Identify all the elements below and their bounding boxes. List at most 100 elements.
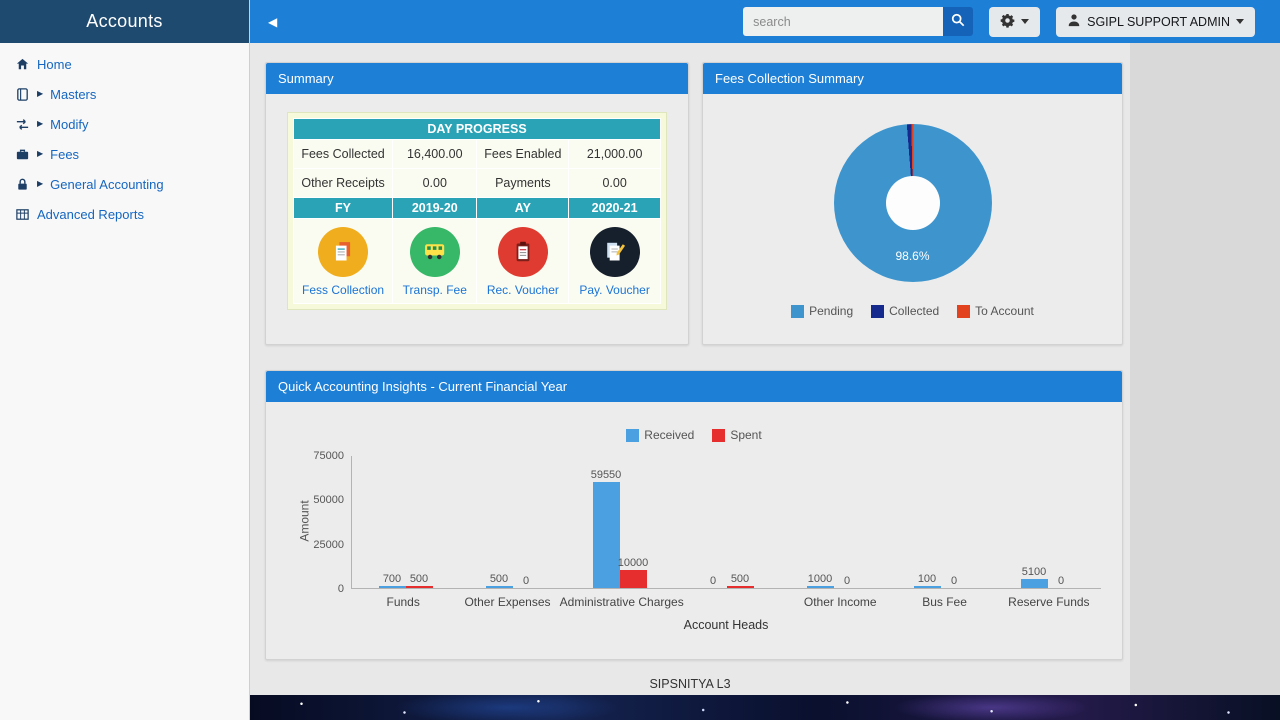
fees-donut-chart: 98.6% bbox=[833, 124, 992, 282]
legend-item-received: Received bbox=[626, 428, 694, 442]
search-button[interactable] bbox=[943, 7, 974, 36]
topbar: ◀ SGIPL SUPPORT ADMIN bbox=[250, 0, 1280, 43]
day-progress-cell: Other Receipts bbox=[292, 168, 394, 198]
y-tick-label: 0 bbox=[337, 583, 344, 595]
shortcut-label: Transp. Fee bbox=[402, 283, 467, 297]
modify-icon bbox=[14, 116, 30, 132]
y-tick-label: 75000 bbox=[313, 450, 344, 462]
day-progress-cell: Payments bbox=[476, 168, 570, 198]
sidebar-item-label: Home bbox=[37, 56, 72, 72]
legend-item-to-account: To Account bbox=[957, 304, 1034, 318]
day-progress-container: DAY PROGRESS Fees Collected 16,400.00 Fees … bbox=[287, 112, 667, 310]
caret-down-icon bbox=[1021, 19, 1030, 24]
sidebar-item-fees[interactable]: ▶ Fees bbox=[0, 139, 249, 169]
bar-value-label: 59550 bbox=[590, 469, 622, 481]
shortcut-rec-voucher[interactable]: Rec. Voucher bbox=[479, 227, 566, 297]
y-tick-label: 50000 bbox=[313, 494, 344, 506]
x-category-label: Other Expenses bbox=[464, 595, 551, 609]
galaxy-background-strip bbox=[250, 695, 1280, 720]
shortcut-label: Pay. Voucher bbox=[579, 283, 650, 297]
bar-received bbox=[913, 586, 941, 588]
x-category-label bbox=[684, 595, 788, 609]
x-category-label: Bus Fee bbox=[922, 595, 967, 609]
sidebar-item-advanced-reports[interactable]: Advanced Reports bbox=[0, 199, 249, 229]
day-progress-cell: Fees Collected bbox=[292, 139, 394, 169]
search-icon bbox=[951, 13, 965, 30]
legend-item-collected: Collected bbox=[871, 304, 939, 318]
sidebar: Accounts Home ▶ Masters ▶ Modify ▶ Fees ▶ Genera… bbox=[0, 0, 250, 720]
bar-group-other-income: 1000 0 bbox=[780, 456, 887, 588]
bar-value-label: 0 bbox=[843, 575, 851, 587]
bar-value-label: 10000 bbox=[617, 557, 649, 569]
day-progress-table: DAY PROGRESS Fees Collected 16,400.00 Fees … bbox=[292, 118, 661, 304]
search-group bbox=[743, 7, 974, 36]
x-category-label: Reserve Funds bbox=[1008, 595, 1090, 609]
fees-panel-title: Fees Collection Summary bbox=[715, 71, 864, 86]
app-title: Accounts bbox=[86, 11, 163, 31]
search-input[interactable] bbox=[743, 7, 944, 36]
bar-group-other-expenses: 500 0 bbox=[459, 456, 566, 588]
bar-group-funds: 700 500 bbox=[352, 456, 459, 588]
day-progress-cell: 21,000.00 bbox=[568, 139, 661, 169]
reports-icon bbox=[14, 206, 30, 222]
day-progress-cell: 0.00 bbox=[568, 168, 661, 198]
settings-dropdown-button[interactable] bbox=[989, 6, 1041, 37]
bar-chart: Amount 0 25000 50000 75000 700 500 500 0 59550 1… bbox=[266, 450, 1122, 656]
caret-down-icon bbox=[1236, 19, 1244, 24]
user-menu-button[interactable]: SGIPL SUPPORT ADMIN bbox=[1056, 6, 1255, 37]
fees-panel-header: Fees Collection Summary bbox=[703, 63, 1122, 94]
shortcut-pay-voucher[interactable]: Pay. Voucher bbox=[571, 227, 658, 297]
x-category-label: Administrative Charges bbox=[559, 595, 684, 609]
sidebar-item-modify[interactable]: ▶ Modify bbox=[0, 109, 249, 139]
bar-group-col-4: 0 500 bbox=[673, 456, 780, 588]
summary-panel: Summary DAY PROGRESS Fees Collected 16,400… bbox=[265, 62, 689, 345]
legend-swatch bbox=[871, 304, 885, 318]
sidebar-item-home[interactable]: Home bbox=[0, 49, 249, 79]
shortcut-label: Fess Collection bbox=[302, 283, 385, 297]
bar-value-label: 500 bbox=[489, 573, 509, 585]
main-content: Summary DAY PROGRESS Fees Collected 16,400… bbox=[250, 43, 1130, 695]
transp-fee-icon bbox=[409, 227, 460, 277]
bar-value-label: 100 bbox=[917, 573, 937, 585]
bar-value-label: 0 bbox=[522, 575, 530, 587]
sidebar-item-label: Advanced Reports bbox=[37, 206, 144, 222]
submenu-arrow-icon: ▶ bbox=[37, 89, 44, 98]
bar-received bbox=[806, 586, 834, 588]
shortcut-transp-fee[interactable]: Transp. Fee bbox=[395, 227, 474, 297]
fy-ay-cell: AY bbox=[476, 197, 570, 219]
day-progress-cell: 0.00 bbox=[392, 168, 478, 198]
bar-value-label: 0 bbox=[709, 575, 717, 587]
summary-panel-header: Summary bbox=[266, 63, 688, 94]
bar-spent bbox=[619, 570, 647, 588]
shortcut-fess-collection[interactable]: Fess Collection bbox=[296, 227, 390, 297]
rec-voucher-icon bbox=[497, 227, 548, 277]
legend-swatch bbox=[791, 304, 805, 318]
insights-panel-header: Quick Accounting Insights - Current Fina… bbox=[266, 371, 1122, 402]
y-axis-title: Amount bbox=[297, 500, 312, 542]
fees-collection-panel: Fees Collection Summary 98.6% Pending Col… bbox=[702, 62, 1123, 345]
day-progress-cell: Fees Enabled bbox=[476, 139, 570, 169]
insights-panel-body: Received Spent Amount 0 25000 50000 75000 70… bbox=[266, 402, 1122, 656]
fy-ay-cell: 2019-20 bbox=[392, 197, 478, 219]
bar-value-label: 5100 bbox=[1021, 566, 1047, 578]
fees-panel-body: 98.6% Pending Collected To Account bbox=[703, 124, 1122, 318]
lock-icon bbox=[14, 176, 30, 192]
bar-value-label: 500 bbox=[730, 573, 750, 585]
bar-value-label: 500 bbox=[409, 573, 429, 585]
fees-icon bbox=[14, 146, 30, 162]
bar-received bbox=[1020, 579, 1048, 588]
bar-group-bus-fee: 100 0 bbox=[887, 456, 994, 588]
sidebar-item-masters[interactable]: ▶ Masters bbox=[0, 79, 249, 109]
sidebar-item-label: Masters bbox=[50, 86, 97, 102]
sidebar-collapse-button[interactable]: ◀ bbox=[268, 14, 278, 29]
bar-received bbox=[485, 586, 513, 588]
fy-ay-cell: 2020-21 bbox=[568, 197, 661, 219]
sidebar-item-label: General Accounting bbox=[50, 176, 164, 192]
legend-label: Collected bbox=[889, 304, 940, 318]
sidebar-item-general-accounting[interactable]: ▶ General Accounting bbox=[0, 169, 249, 199]
masters-icon bbox=[14, 86, 30, 102]
submenu-arrow-icon: ▶ bbox=[37, 119, 44, 128]
bar-received bbox=[378, 586, 406, 588]
bar-spent bbox=[405, 586, 433, 588]
donut-center-label: 98.6% bbox=[895, 249, 930, 263]
